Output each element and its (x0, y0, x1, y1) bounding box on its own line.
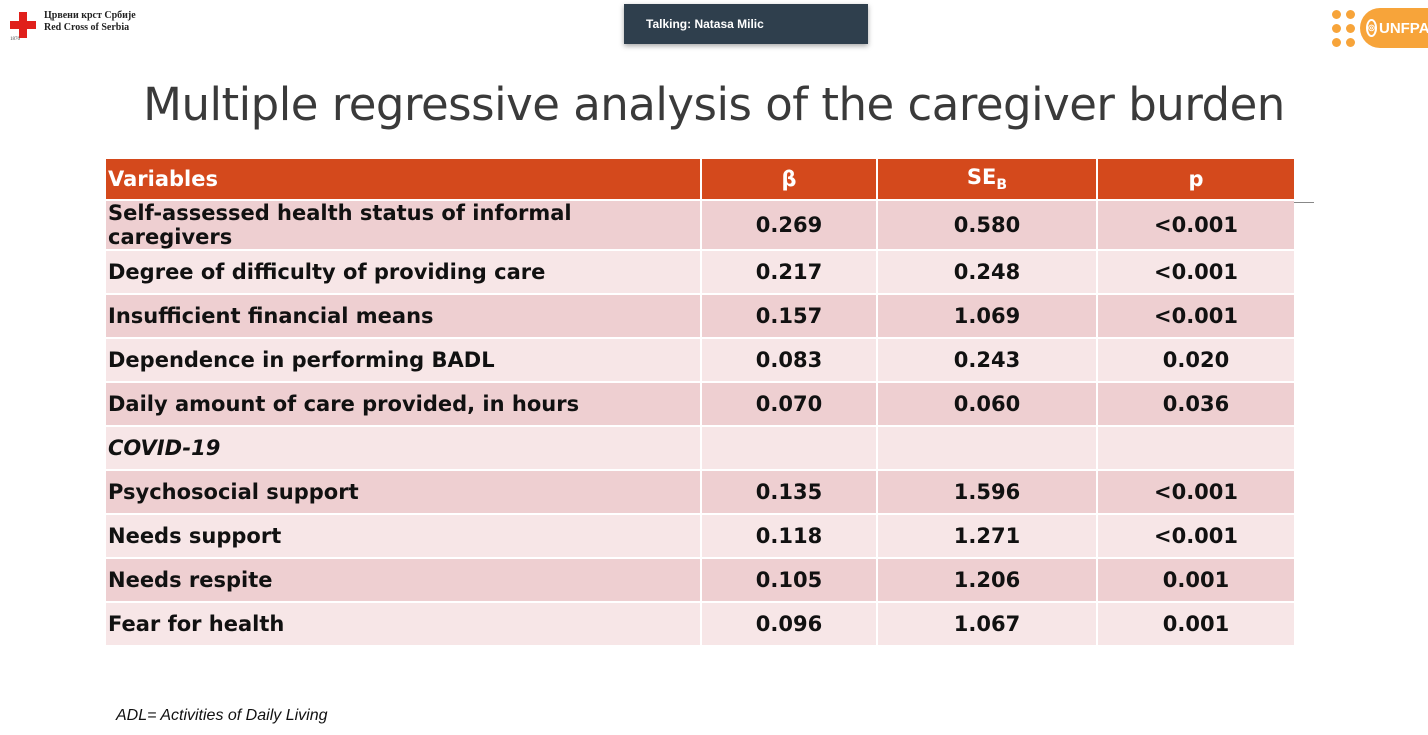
table-row: Needs respite 0.105 1.206 0.001 (106, 559, 1294, 601)
slide-title: Multiple regressive analysis of the care… (143, 78, 1285, 131)
red-cross-name-english: Red Cross of Serbia (44, 22, 130, 33)
p-cell: <0.001 (1098, 515, 1294, 557)
p-cell: 0.001 (1098, 603, 1294, 645)
variable-cell: Psychosocial support (106, 471, 700, 513)
red-cross-year: 1876 (10, 37, 20, 42)
table-row: Fear for health 0.096 1.067 0.001 (106, 603, 1294, 645)
se-cell: 1.206 (878, 559, 1096, 601)
variable-cell: Insufficient financial means (106, 295, 700, 337)
red-cross-text: Црвени крст Србије Red Cross of Serbia (44, 10, 136, 34)
variable-cell: Fear for health (106, 603, 700, 645)
beta-cell: 0.217 (702, 251, 876, 293)
beta-cell: 0.118 (702, 515, 876, 557)
section-label-covid: COVID-19 (106, 427, 700, 469)
se-cell: 1.069 (878, 295, 1096, 337)
header-se-sub: B (996, 177, 1008, 193)
variable-cell: Needs respite (106, 559, 700, 601)
beta-cell (702, 427, 876, 469)
logo-dot (1332, 10, 1341, 19)
p-cell: 0.036 (1098, 383, 1294, 425)
regression-table: Variables β SEB p Self-assessed health s… (104, 157, 1296, 647)
un-emblem-icon: ◎ (1366, 19, 1377, 37)
red-cross-icon (10, 12, 36, 38)
logo-dot (1346, 38, 1355, 47)
logo-dot (1332, 24, 1341, 33)
beta-cell: 0.157 (702, 295, 876, 337)
beta-cell: 0.096 (702, 603, 876, 645)
table-row: Needs support 0.118 1.271 <0.001 (106, 515, 1294, 557)
p-cell: <0.001 (1098, 251, 1294, 293)
variable-cell: Daily amount of care provided, in hours (106, 383, 700, 425)
variable-cell: Dependence in performing BADL (106, 339, 700, 381)
beta-cell: 0.135 (702, 471, 876, 513)
p-cell: <0.001 (1098, 471, 1294, 513)
se-cell: 0.580 (878, 201, 1096, 249)
red-cross-name-serbian: Црвени крст Србије (44, 10, 136, 21)
footnote: ADL= Activities of Daily Living (116, 707, 328, 724)
unfpa-text: UNFPA (1378, 19, 1428, 37)
p-cell (1098, 427, 1294, 469)
p-cell: <0.001 (1098, 295, 1294, 337)
logo-dot (1332, 38, 1341, 47)
variable-cell: Degree of difficulty of providing care (106, 251, 700, 293)
p-cell: <0.001 (1098, 201, 1294, 249)
beta-cell: 0.105 (702, 559, 876, 601)
variable-cell: Self-assessed health status of informal … (106, 201, 700, 249)
table-row: Psychosocial support 0.135 1.596 <0.001 (106, 471, 1294, 513)
se-cell: 1.271 (878, 515, 1096, 557)
logo-dot (1346, 24, 1355, 33)
se-cell: 0.060 (878, 383, 1096, 425)
p-cell: 0.001 (1098, 559, 1294, 601)
beta-cell: 0.269 (702, 201, 876, 249)
talking-indicator: Talking: Natasa Milic (624, 4, 868, 44)
se-cell: 0.243 (878, 339, 1096, 381)
header-se: SEB (878, 159, 1096, 199)
se-cell: 1.067 (878, 603, 1096, 645)
table-row: Dependence in performing BADL 0.083 0.24… (106, 339, 1294, 381)
table-row: Daily amount of care provided, in hours … (106, 383, 1294, 425)
table-header-row: Variables β SEB p (106, 159, 1294, 199)
header-variables: Variables (106, 159, 700, 199)
header-se-main: SE (966, 165, 997, 189)
table-row: Self-assessed health status of informal … (106, 201, 1294, 249)
unfpa-logo: ◎ UNFPA (1330, 6, 1428, 50)
header-p: p (1098, 159, 1294, 199)
beta-cell: 0.083 (702, 339, 876, 381)
logo-dot (1346, 10, 1355, 19)
table-row-section: COVID-19 (106, 427, 1294, 469)
header-beta: β (702, 159, 876, 199)
beta-cell: 0.070 (702, 383, 876, 425)
red-cross-logo: Црвени крст Србије Red Cross of Serbia (10, 10, 136, 38)
se-cell (878, 427, 1096, 469)
se-cell: 0.248 (878, 251, 1096, 293)
p-cell: 0.020 (1098, 339, 1294, 381)
unfpa-badge: ◎ UNFPA (1360, 8, 1428, 48)
se-cell: 1.596 (878, 471, 1096, 513)
table-row: Degree of difficulty of providing care 0… (106, 251, 1294, 293)
variable-cell: Needs support (106, 515, 700, 557)
table-row: Insufficient financial means 0.157 1.069… (106, 295, 1294, 337)
divider-line (1294, 202, 1314, 203)
